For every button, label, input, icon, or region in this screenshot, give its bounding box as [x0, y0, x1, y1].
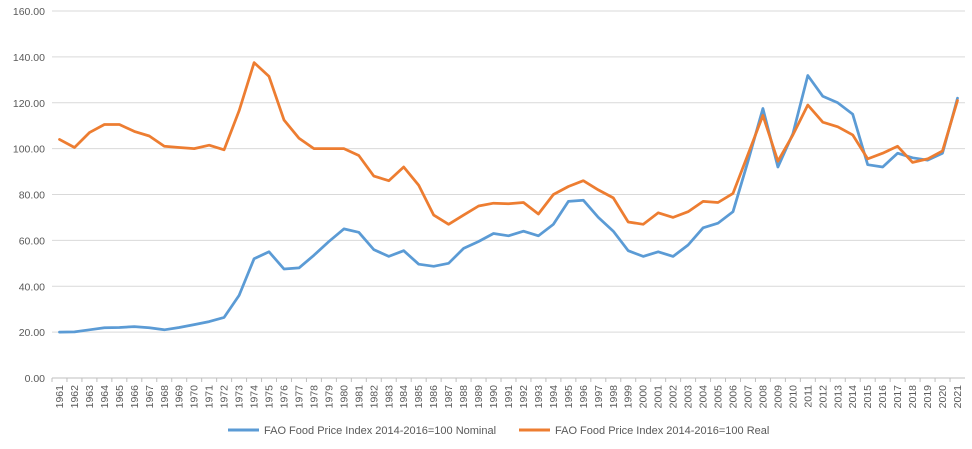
x-tick-label: 1970 — [189, 385, 201, 409]
y-tick-label: 80.00 — [19, 190, 45, 202]
x-tick-label: 1982 — [368, 385, 380, 409]
x-tick-label: 1995 — [563, 385, 575, 409]
x-tick-label: 2006 — [728, 385, 740, 409]
x-tick-label: 1971 — [204, 385, 216, 409]
y-tick-label: 0.00 — [25, 373, 46, 385]
x-tick-label: 2005 — [713, 385, 725, 409]
series-line-real — [58, 61, 959, 226]
x-tick-label: 1976 — [278, 385, 290, 409]
y-tick-label: 100.00 — [13, 144, 45, 156]
series-line-nominal — [58, 74, 959, 334]
x-tick-label: 1990 — [488, 385, 500, 409]
legend: FAO Food Price Index 2014-2016=100 Nomin… — [228, 425, 769, 437]
x-tick-label: 1978 — [308, 385, 320, 409]
x-tick-label: 2017 — [892, 385, 904, 409]
x-tick-label: 1989 — [473, 385, 485, 409]
x-tick-label: 1991 — [503, 385, 515, 409]
y-tick-label: 20.00 — [19, 327, 45, 339]
x-tick-label: 1992 — [518, 385, 530, 409]
x-tick-label: 2021 — [952, 385, 964, 409]
x-tick-label: 2007 — [742, 385, 754, 409]
x-tick-label: 2001 — [653, 385, 665, 409]
x-tick-label: 2000 — [638, 385, 650, 409]
x-tick-label: 1987 — [443, 385, 455, 409]
x-tick-label: 1966 — [129, 385, 141, 409]
x-tick-label: 2009 — [772, 385, 784, 409]
y-axis-ticks: 0.00 20.00 40.00 60.00 80.00 100.00 120.00 140.… — [13, 6, 45, 385]
x-tick-label: 1964 — [99, 385, 111, 409]
x-axis-ticks: 1961 1962 1963 1964 1965 1966 1967 1968 1969 1970… — [51, 378, 964, 409]
series-lines — [58, 61, 959, 334]
x-tick-label: 1985 — [413, 385, 425, 409]
x-tick-label: 1994 — [548, 385, 560, 409]
x-tick-label: 2015 — [862, 385, 874, 409]
x-tick-label: 2016 — [877, 385, 889, 409]
x-tick-label: 2002 — [668, 385, 680, 409]
x-tick-label: 1996 — [578, 385, 590, 409]
x-tick-label: 1972 — [219, 385, 231, 409]
x-tick-label: 1965 — [114, 385, 126, 409]
x-tick-label: 2013 — [832, 385, 844, 409]
x-tick-label: 2020 — [937, 385, 949, 409]
x-tick-label: 1980 — [338, 385, 350, 409]
y-tick-label: 60.00 — [19, 235, 45, 247]
x-tick-label: 2014 — [847, 385, 859, 409]
y-tick-label: 40.00 — [19, 281, 45, 293]
x-tick-label: 2012 — [817, 385, 829, 409]
x-tick-label: 1998 — [608, 385, 620, 409]
x-tick-label: 2008 — [757, 385, 769, 409]
x-tick-label: 2018 — [907, 385, 919, 409]
x-tick-label: 2011 — [802, 385, 814, 408]
x-tick-label: 1997 — [593, 385, 605, 409]
gridlines — [52, 10, 965, 333]
x-tick-label: 1981 — [353, 385, 365, 409]
x-tick-label: 1983 — [383, 385, 395, 409]
legend-label-nominal: FAO Food Price Index 2014-2016=100 Nomin… — [264, 425, 496, 437]
x-tick-label: 1968 — [159, 385, 171, 409]
y-tick-label: 140.00 — [13, 52, 45, 64]
x-tick-label: 1999 — [623, 385, 635, 409]
x-tick-label: 1975 — [264, 385, 276, 409]
x-tick-label: 1961 — [54, 385, 66, 409]
x-tick-label: 1967 — [144, 385, 156, 409]
x-tick-label: 2004 — [698, 385, 710, 409]
x-tick-label: 1962 — [69, 385, 81, 409]
x-tick-label: 1977 — [293, 385, 305, 409]
x-tick-label: 1974 — [249, 385, 261, 409]
x-tick-label: 1988 — [458, 385, 470, 409]
x-tick-label: 2003 — [683, 385, 695, 409]
x-tick-label: 2010 — [787, 385, 799, 409]
x-tick-label: 1993 — [533, 385, 545, 409]
x-tick-label: 1969 — [174, 385, 186, 409]
x-tick-label: 1984 — [398, 385, 410, 409]
x-tick-label: 1973 — [234, 385, 246, 409]
x-tick-label: 1963 — [84, 385, 96, 409]
x-tick-label: 2019 — [922, 385, 934, 409]
legend-label-real: FAO Food Price Index 2014-2016=100 Real — [555, 425, 769, 437]
y-tick-label: 120.00 — [13, 98, 45, 110]
y-tick-label: 160.00 — [13, 6, 45, 18]
x-tick-label: 1979 — [323, 385, 335, 409]
x-tick-label: 1986 — [428, 385, 440, 409]
